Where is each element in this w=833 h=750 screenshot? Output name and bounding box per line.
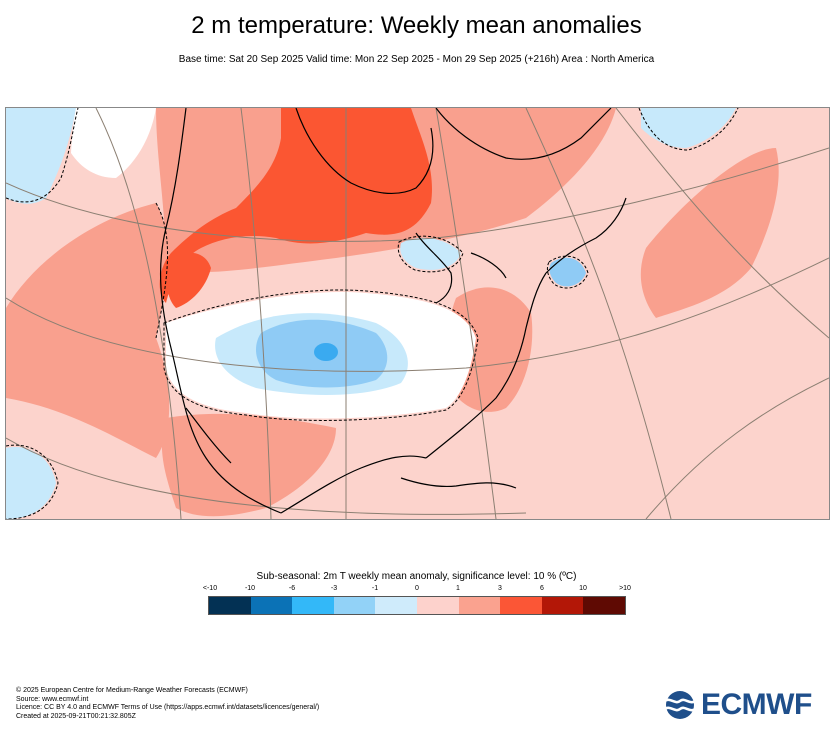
coastline [159,108,627,514]
legend-tick: -6 [288,585,296,592]
legend-tick: 0 [415,585,419,592]
legend-swatch-2 [292,597,334,614]
ecmwf-logo: ECMWF [661,688,812,722]
legend-swatch-3 [333,597,376,614]
footer: © 2025 European Centre for Medium-Range … [16,687,319,721]
legend-ticks: <-10 -10 -6 -3 -1 0 1 3 6 10 >10 [192,585,642,595]
copyright-text: © 2025 European Centre for Medium-Range … [16,687,248,694]
strong-warm-west-coast [166,252,211,308]
cool-southwest-corner [6,447,56,519]
warm-mexico [161,413,336,517]
cool-strong-spot [314,343,338,361]
strong-warm-canada [159,108,432,303]
source-text: Source: www.ecmwf.int [16,695,89,703]
legend-colorbar [208,596,626,615]
cool-great-lakes [400,237,461,270]
legend-tick: 1 [456,585,460,592]
legend-tick: -10 [244,585,256,592]
ecmwf-logo-icon [663,691,697,719]
cool-greenland-area [641,108,736,148]
ecmwf-logo-text: ECMWF [701,688,812,721]
significance-contours [6,108,739,519]
cool-northwest-corner [6,108,76,204]
chart-subtitle: Base time: Sat 20 Sep 2025 Valid time: M… [178,54,655,65]
warm-pacific-region [6,203,170,458]
legend-tick: -1 [371,585,379,592]
legend-swatch-5 [416,597,459,614]
legend-tick: 10 [579,585,587,592]
legend-swatch-8 [541,597,584,614]
legend-tick: 6 [540,585,544,592]
map-svg [6,108,829,519]
legend-tick: -3 [330,585,338,592]
anomaly-map [5,107,830,520]
legend-swatch-7 [500,597,542,614]
neutral-northwest-corner [71,108,156,178]
created-text: Created at 2025-09-21T00:21:32.805Z [16,712,136,720]
legend-swatch-4 [375,597,417,614]
licence-text: Licence: CC BY 4.0 and ECMWF Terms of Us… [16,704,320,712]
legend-tick: >10 [619,585,631,592]
cool-atlantic-patch [549,257,586,287]
legend-title: Sub-seasonal: 2m T weekly mean anomaly, … [256,571,577,582]
warm-atlantic-region [640,148,779,318]
legend-swatch-6 [458,597,501,614]
legend-tick: 3 [498,585,502,592]
legend-tick: <-10 [202,585,218,592]
legend-swatch-1 [250,597,293,614]
chart-title: 2 m temperature: Weekly mean anomalies [191,12,642,39]
legend-swatch-9 [583,597,625,614]
legend-swatch-0 [209,597,251,614]
